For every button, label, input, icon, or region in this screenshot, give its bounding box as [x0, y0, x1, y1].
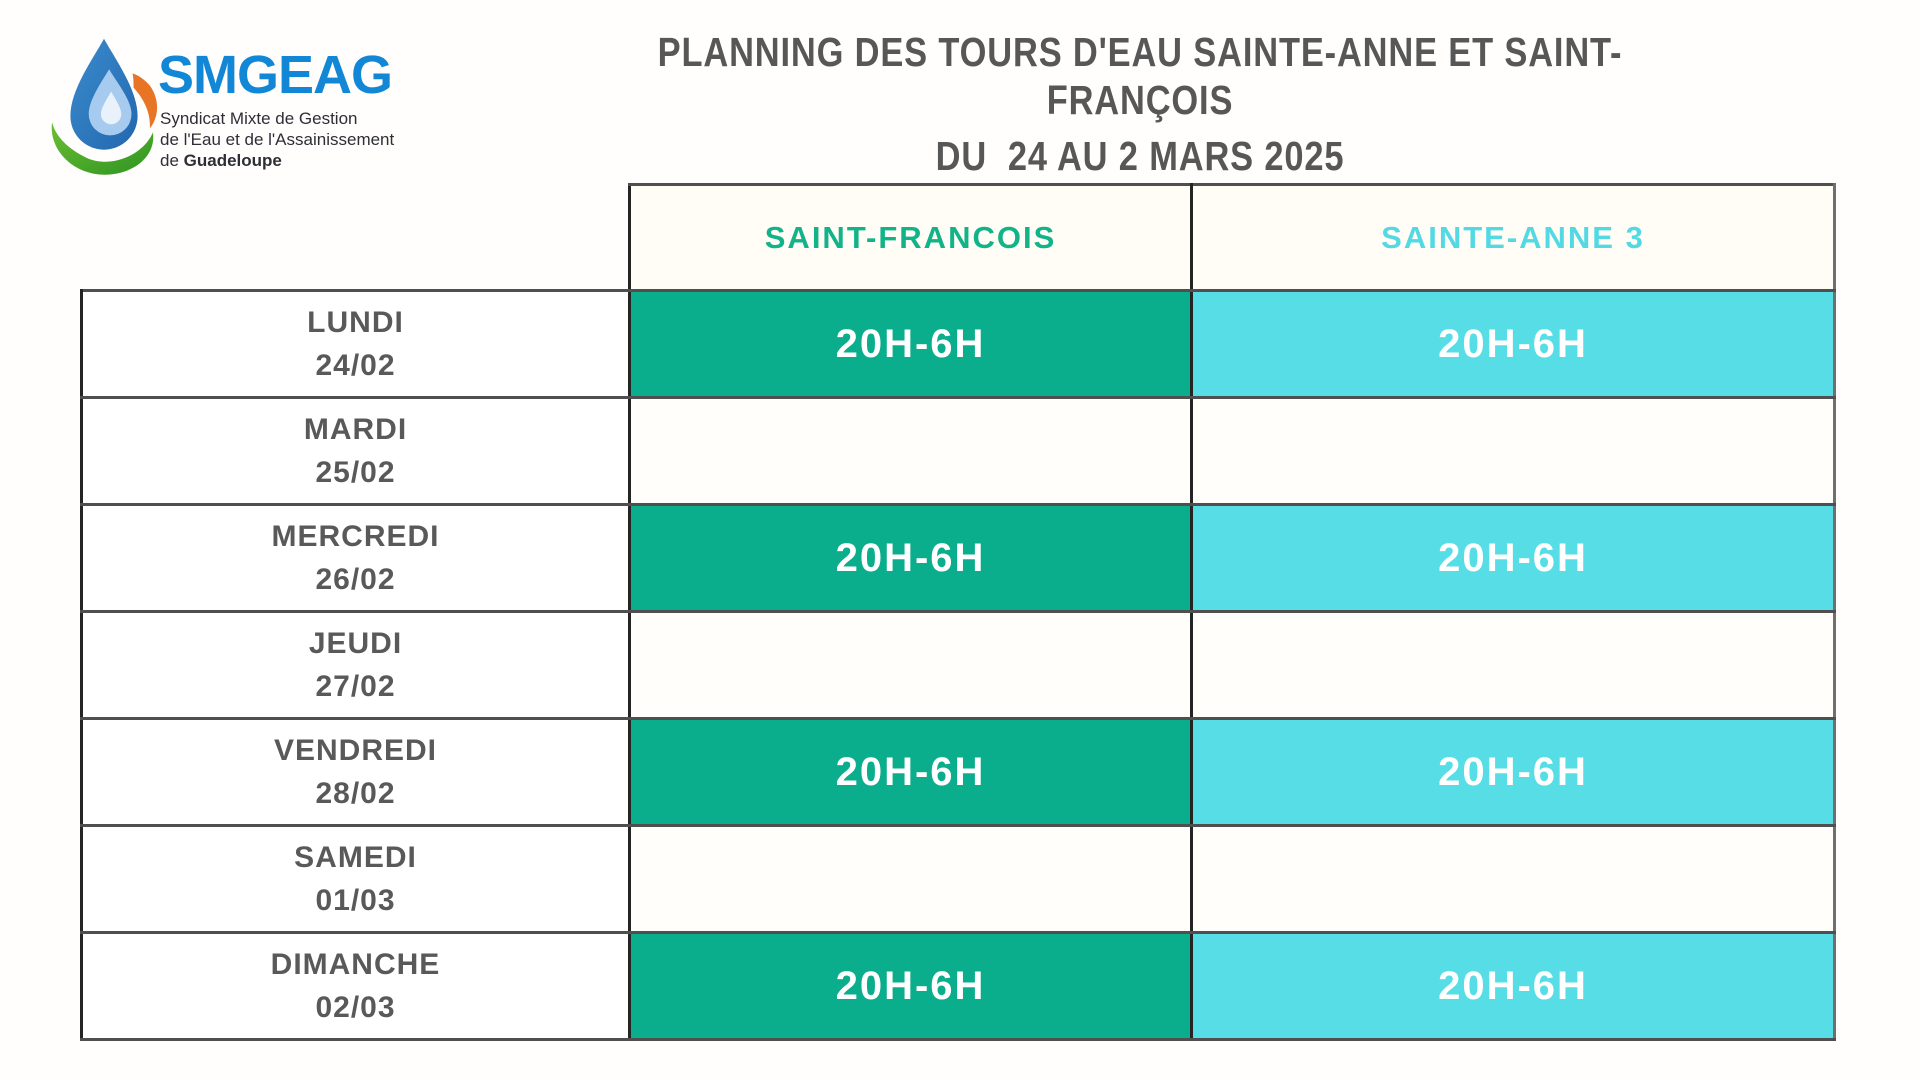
slot-cell-sainte-anne-3 — [1190, 610, 1836, 720]
day-date: 28/02 — [315, 777, 396, 810]
day-date: 27/02 — [315, 670, 396, 703]
table-row: SAMEDI 01/03 — [80, 824, 1836, 934]
slot-cell-saint-francois: 20H-6H — [628, 931, 1193, 1041]
day-date: 26/02 — [315, 563, 396, 596]
header-row: SAINT-FRANCOIS SAINTE-ANNE 3 — [82, 183, 1836, 292]
logo-subtitle-line1: Syndicat Mixte de Gestion — [160, 109, 358, 128]
page-title-line2: DU 24 AU 2 MARS 2025 — [935, 133, 1345, 179]
day-date: 01/03 — [315, 884, 396, 917]
day-name: VENDREDI — [273, 734, 438, 767]
slot-cell-saint-francois: 20H-6H — [628, 289, 1193, 399]
day-cell: LUNDI 24/02 — [80, 289, 631, 399]
slot-cell-sainte-anne-3 — [1190, 396, 1836, 506]
day-cell: MARDI 25/02 — [80, 396, 631, 506]
page-title-line1: PLANNING DES TOURS D'EAU SAINTE-ANNE ET … — [657, 29, 1623, 123]
slot-cell-saint-francois: 20H-6H — [628, 503, 1193, 613]
day-cell: DIMANCHE 02/03 — [80, 931, 631, 1041]
day-name: DIMANCHE — [270, 948, 441, 981]
water-drop-leaf-icon — [51, 38, 158, 175]
table-row: MARDI 25/02 — [80, 396, 1836, 506]
day-cell: MERCREDI 26/02 — [80, 503, 631, 613]
slot-cell-saint-francois — [628, 396, 1193, 506]
slot-cell-saint-francois: 20H-6H — [628, 717, 1193, 827]
day-cell: SAMEDI 01/03 — [80, 824, 631, 934]
slot-cell-sainte-anne-3: 20H-6H — [1190, 503, 1836, 613]
day-name: SAMEDI — [294, 841, 417, 874]
slot-cell-saint-francois — [628, 824, 1193, 934]
slot-cell-sainte-anne-3: 20H-6H — [1190, 931, 1836, 1041]
day-date: 02/03 — [315, 991, 396, 1024]
schedule-table: SAINT-FRANCOIS SAINTE-ANNE 3 LUNDI 24/02… — [80, 183, 1836, 1041]
smgeag-logo: SMGEAG Syndicat Mixte de Gestion de l'Ea… — [46, 30, 446, 190]
day-date: 24/02 — [315, 349, 396, 382]
day-name: JEUDI — [308, 627, 403, 660]
day-cell: VENDREDI 28/02 — [80, 717, 631, 827]
logo-subtitle-line3: de Guadeloupe — [160, 151, 282, 170]
slot-cell-sainte-anne-3 — [1190, 824, 1836, 934]
slot-cell-sainte-anne-3: 20H-6H — [1190, 717, 1836, 827]
column-header-sainte-anne-3: SAINTE-ANNE 3 — [1190, 183, 1836, 292]
table-row: LUNDI 24/02 20H-6H 20H-6H — [80, 289, 1836, 399]
day-name: MERCREDI — [271, 520, 440, 553]
day-cell: JEUDI 27/02 — [80, 610, 631, 720]
table-row: JEUDI 27/02 — [80, 610, 1836, 720]
slot-cell-sainte-anne-3: 20H-6H — [1190, 289, 1836, 399]
page-title: PLANNING DES TOURS D'EAU SAINTE-ANNE ET … — [460, 28, 1820, 180]
table-row: VENDREDI 28/02 20H-6H 20H-6H — [80, 717, 1836, 827]
table-row: DIMANCHE 02/03 20H-6H 20H-6H — [80, 931, 1836, 1041]
header-spacer — [82, 185, 630, 291]
logo-subtitle: Syndicat Mixte de Gestion de l'Eau et de… — [160, 108, 394, 171]
brand-name: SMGEAG — [158, 45, 393, 105]
logo-subtitle-line2: de l'Eau et de l'Assainissement — [160, 130, 395, 149]
table-row: MERCREDI 26/02 20H-6H 20H-6H — [80, 503, 1836, 613]
day-name: LUNDI — [307, 306, 404, 339]
day-date: 25/02 — [315, 456, 396, 489]
day-name: MARDI — [303, 413, 408, 446]
column-header-saint-francois: SAINT-FRANCOIS — [628, 183, 1193, 292]
slot-cell-saint-francois — [628, 610, 1193, 720]
